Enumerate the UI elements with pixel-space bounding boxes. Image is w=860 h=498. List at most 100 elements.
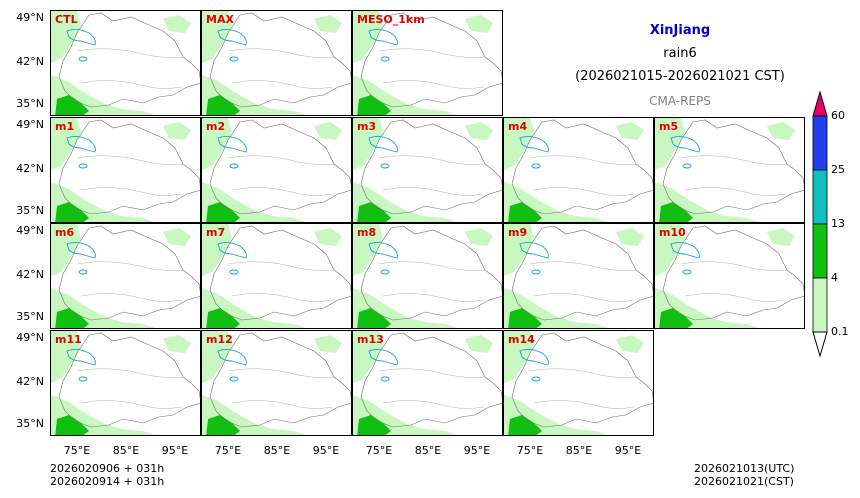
inner-boundary-2 (533, 293, 635, 302)
panel-label: m12 (206, 332, 233, 346)
precip-core-south (508, 308, 542, 328)
panel-map (504, 330, 653, 435)
lake (380, 56, 390, 62)
lon-label: 85°E (263, 444, 291, 457)
panel-label: m8 (357, 226, 377, 239)
precip-area-north (51, 11, 81, 63)
panel-label: m4 (508, 119, 528, 133)
panel-m13: m13 (352, 329, 503, 436)
lat-label: 42°N (16, 374, 44, 388)
lake (380, 269, 390, 275)
inner-boundary-1 (680, 261, 788, 271)
inner-boundary-1 (76, 155, 184, 165)
lon-label: 85°E (565, 444, 593, 457)
precip-core-south (508, 414, 542, 435)
lat-label: 49°N (16, 224, 44, 237)
valid-time-cst: 2026021021(CST) (694, 475, 794, 488)
panel-map (51, 330, 200, 435)
lake (531, 376, 541, 381)
lake-outline (368, 28, 398, 46)
lake (78, 269, 88, 275)
inner-boundary-2 (80, 293, 182, 302)
lake (531, 269, 541, 275)
inner-boundary-2 (684, 293, 786, 302)
lake-outline (66, 241, 96, 259)
panel-m4: m4 (503, 116, 654, 223)
precip-core-south (55, 95, 89, 115)
valid-time-utc: 2026021013(UTC) (694, 462, 795, 475)
colorbar-bin-25 (812, 169, 828, 225)
precip-core-south (659, 201, 693, 222)
inner-boundary-2 (80, 186, 182, 196)
panel-m6: m6 (50, 223, 201, 329)
lat-label: 42°N (16, 55, 44, 68)
colorbar-tick-60: 60 (831, 109, 845, 122)
inner-boundary-1 (227, 48, 335, 58)
panel-m2: m2 (201, 116, 352, 223)
lon-label: 75°E (214, 444, 242, 457)
panel-label: m11 (55, 332, 82, 346)
lake-outline (670, 135, 700, 153)
inner-boundary-2 (80, 399, 182, 409)
lon-label: 75°E (63, 444, 91, 457)
precip-area-east (616, 334, 644, 353)
precip-area-east (163, 121, 191, 140)
lake (682, 163, 692, 168)
lat-label: 49°N (16, 117, 44, 131)
lake (380, 376, 390, 381)
admin-boundary (360, 12, 502, 108)
lake (229, 163, 239, 168)
precip-core-south (659, 308, 693, 328)
panel-label: m3 (357, 119, 377, 133)
admin-boundary (209, 12, 351, 108)
panel-label: m9 (508, 226, 528, 239)
inner-boundary-1 (378, 368, 486, 378)
colorbar (812, 90, 828, 358)
lake-outline (519, 348, 549, 366)
panel-label: m6 (55, 226, 75, 239)
precip-core-south (206, 95, 240, 115)
lake-outline (368, 135, 398, 153)
panel-ctl: CTL (50, 10, 201, 116)
lat-label: 49°N (16, 330, 44, 344)
colorbar-tick-4: 4 (831, 271, 838, 284)
precip-area-east (163, 15, 191, 33)
panel-label: MESO_1km (357, 13, 425, 26)
inner-boundary-1 (378, 48, 486, 58)
lat-label: 49°N (16, 11, 44, 24)
precip-area-east (767, 121, 795, 140)
init-time-line-1: 2026020906 + 031h (50, 462, 165, 475)
inner-boundary-2 (533, 186, 635, 196)
inner-boundary-2 (382, 399, 484, 409)
colorbar-tick-13: 13 (831, 217, 845, 230)
panel-map (51, 11, 200, 115)
precip-core-south (55, 201, 89, 222)
colorbar-bin-4 (812, 277, 828, 333)
lon-label: 95°E (614, 444, 642, 457)
admin-boundary (360, 119, 502, 214)
precip-area-north (51, 330, 81, 383)
lat-label: 35°N (16, 97, 44, 110)
precip-area-north (51, 117, 81, 170)
precip-area-east (465, 334, 493, 353)
inner-boundary-2 (231, 293, 333, 302)
inner-boundary-1 (76, 368, 184, 378)
inner-boundary-2 (231, 80, 333, 89)
admin-boundary (58, 332, 200, 427)
lon-label: 95°E (312, 444, 340, 457)
panel-meso-1km: MESO_1km (352, 10, 503, 116)
panel-map (202, 224, 351, 328)
lon-label: 85°E (414, 444, 442, 457)
admin-boundary (511, 119, 653, 214)
inner-boundary-1 (529, 261, 637, 271)
admin-boundary (209, 225, 351, 321)
lake-outline (217, 135, 247, 153)
panel-label: m1 (55, 119, 75, 133)
region-title: XinJiang (649, 23, 711, 38)
init-time-line-2: 2026020914 + 031h (50, 475, 165, 488)
lake-outline (368, 348, 398, 366)
precip-area-north (51, 224, 81, 276)
precip-area-north (353, 224, 383, 276)
panel-label: m10 (659, 226, 686, 239)
precip-area-north (202, 330, 232, 383)
